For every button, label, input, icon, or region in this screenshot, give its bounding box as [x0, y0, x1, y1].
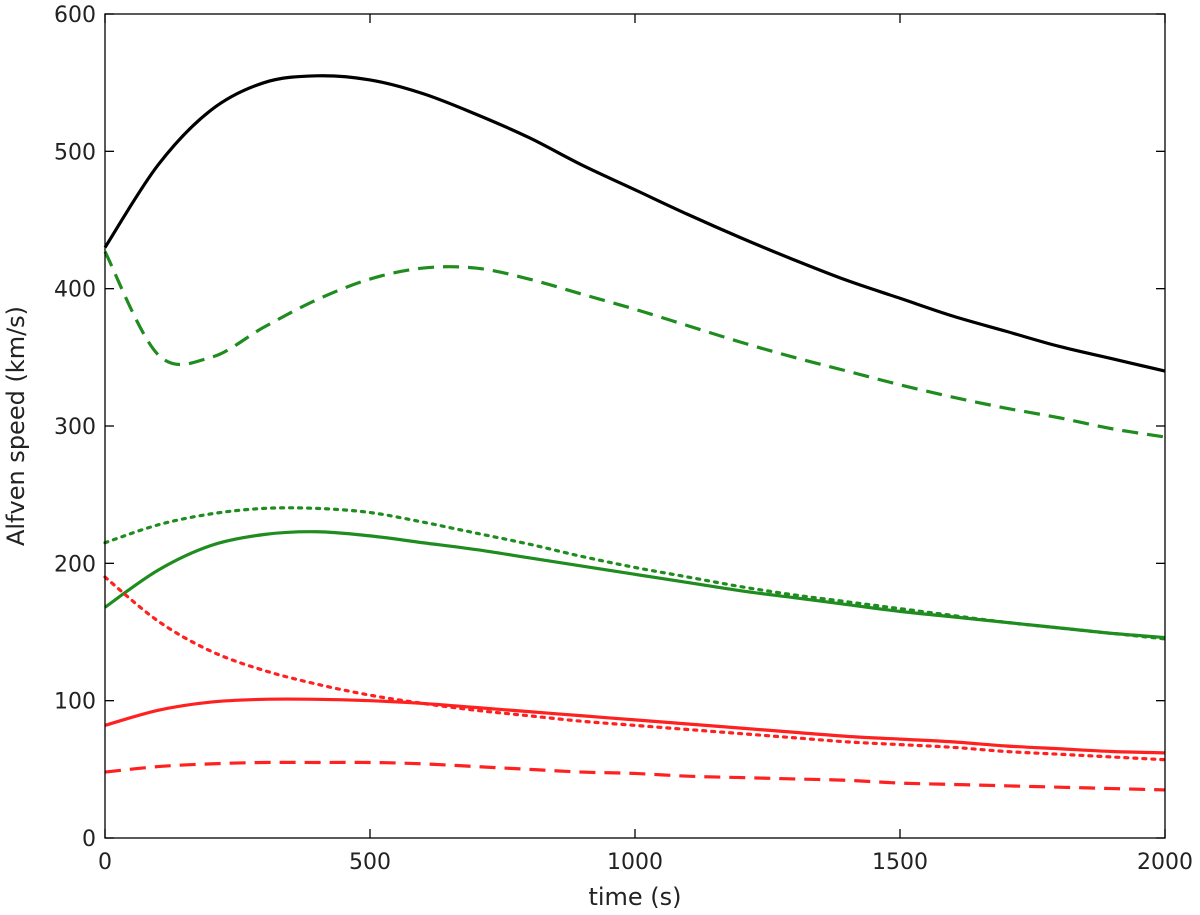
x-tick-label: 1000 [607, 850, 663, 875]
y-tick-label: 0 [82, 827, 96, 852]
series-line-2 [103, 250, 1166, 439]
series-line-4 [104, 530, 1166, 640]
x-tick-label: 500 [349, 850, 391, 875]
y-tick-label: 200 [54, 552, 96, 577]
y-tick-label: 400 [54, 278, 96, 303]
tick-layer: 0 500 1000 1500 2000 0 100 200 300 400 500 600 [54, 3, 1193, 875]
y-tick-label: 600 [54, 3, 96, 28]
y-axis-label: Alfven speed (km/s) [2, 306, 30, 546]
x-axis-label: time (s) [588, 883, 681, 911]
x-tick-label: 0 [98, 850, 112, 875]
x-tick-label: 1500 [872, 850, 928, 875]
series-line-6 [104, 697, 1166, 755]
series-line-7 [104, 760, 1166, 792]
y-tick-label: 500 [54, 140, 96, 165]
series-layer [103, 74, 1167, 792]
x-tick-label: 2000 [1137, 850, 1193, 875]
y-tick-label: 300 [54, 415, 96, 440]
plot-frame [104, 13, 1166, 839]
series-line-1 [103, 74, 1166, 373]
y-tick-label: 100 [54, 690, 96, 715]
series-line-5 [103, 575, 1167, 762]
